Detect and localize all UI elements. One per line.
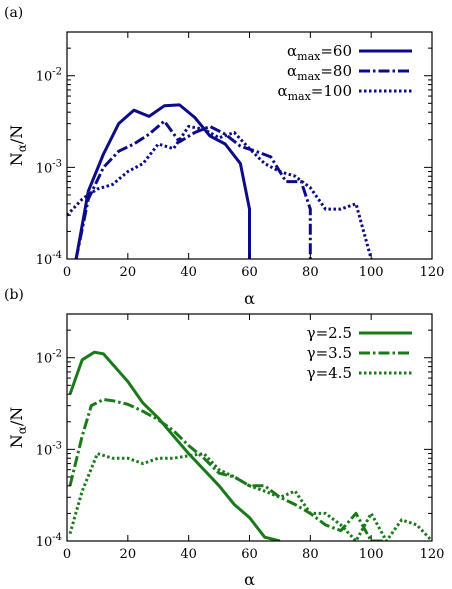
x-tick-label: 0 <box>63 547 71 562</box>
y-tick-label: 10-3 <box>36 158 62 176</box>
legend-entry-label: αmax=80 <box>287 62 352 83</box>
panel-a: 0 20 40 60 80 100 120 10-4 10-3 10-2 (a) α Nα/N αmax=… <box>4 5 444 308</box>
panel-label: (a) <box>4 5 23 21</box>
x-tick-label: 100 <box>359 265 384 280</box>
legend-entry-label: γ=2.5 <box>307 324 352 342</box>
x-tick-label: 0 <box>63 265 71 280</box>
panel-label: (b) <box>4 287 24 303</box>
plot-frame <box>66 313 433 542</box>
y-tick-label: 10-4 <box>36 250 62 268</box>
y-tick-label: 10-3 <box>36 440 62 458</box>
legend-entry-label: αmax=100 <box>277 82 352 103</box>
x-tick-label: 60 <box>241 547 258 562</box>
series-line-1 <box>74 103 251 259</box>
x-tick-label: 120 <box>420 547 445 562</box>
x-tick-label: 20 <box>120 547 137 562</box>
x-tick-label: 40 <box>180 265 197 280</box>
x-tick-label: 100 <box>359 547 384 562</box>
x-tick-label: 40 <box>180 547 197 562</box>
y-tick-label: 10-2 <box>36 349 62 367</box>
panel-b: 0 20 40 60 80 100 120 10-4 10-3 10-2 (b) α Nα/N γ=2.5… <box>4 287 444 589</box>
y-tick-label: 10-2 <box>36 67 62 85</box>
y-axis-label: Nα/N <box>7 407 29 449</box>
series-line-1 <box>68 350 281 541</box>
y-axis-label: Nα/N <box>7 125 29 167</box>
x-axis-label: α <box>244 570 255 589</box>
x-tick-label: 60 <box>241 265 258 280</box>
x-tick-label: 20 <box>120 265 137 280</box>
x-tick-label: 80 <box>302 547 319 562</box>
x-tick-label: 80 <box>302 265 319 280</box>
x-tick-label: 120 <box>420 265 445 280</box>
series-line-3 <box>68 452 432 541</box>
legend: γ=2.5 γ=3.5 γ=4.5 <box>307 324 412 382</box>
y-tick-label: 10-4 <box>36 532 62 550</box>
x-axis-label: α <box>244 289 255 308</box>
legend-entry-label: γ=3.5 <box>307 344 352 362</box>
series-line-2 <box>68 398 387 541</box>
legend-entry-label: αmax=60 <box>287 42 352 63</box>
legend-entry-label: γ=4.5 <box>307 364 352 382</box>
series-line-3 <box>67 124 373 259</box>
